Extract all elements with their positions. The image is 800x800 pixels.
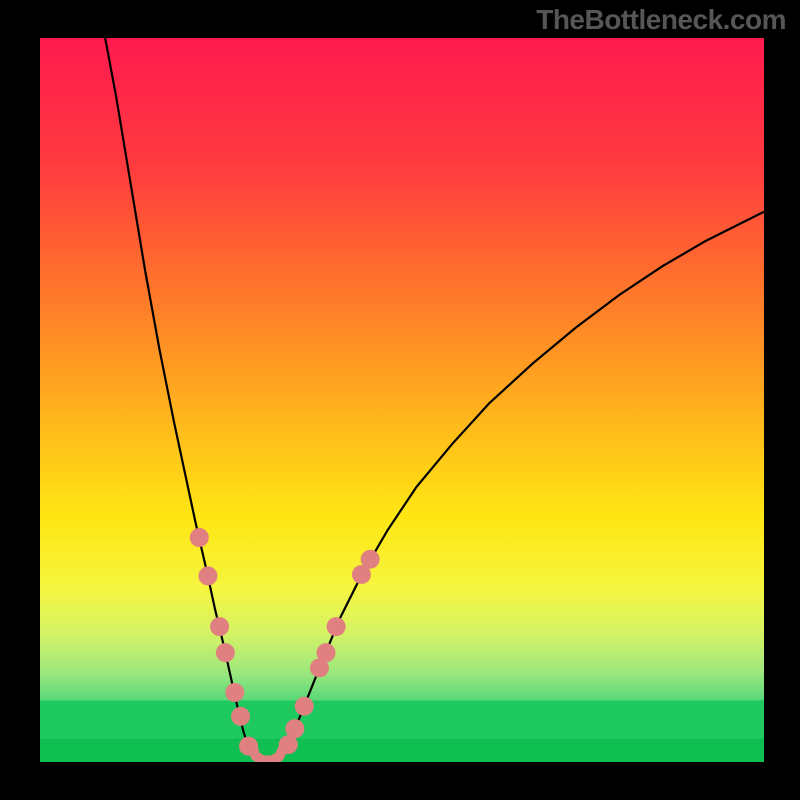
marker-dot bbox=[285, 719, 304, 738]
marker-dot bbox=[198, 566, 217, 585]
bottleneck-chart-svg bbox=[0, 0, 800, 800]
marker-dot bbox=[295, 697, 314, 716]
solid-band bbox=[40, 739, 764, 762]
marker-dot bbox=[327, 617, 346, 636]
plot-area bbox=[40, 38, 764, 762]
watermark-text: TheBottleneck.com bbox=[536, 4, 786, 36]
marker-dot bbox=[210, 617, 229, 636]
marker-dot bbox=[239, 737, 258, 756]
chart-stage: TheBottleneck.com bbox=[0, 0, 800, 800]
gradient-background bbox=[40, 38, 764, 762]
marker-dot bbox=[225, 683, 244, 702]
solid-band bbox=[40, 700, 764, 738]
marker-dot bbox=[316, 643, 335, 662]
marker-dot bbox=[216, 643, 235, 662]
marker-dot bbox=[361, 550, 380, 569]
marker-dot bbox=[231, 707, 250, 726]
marker-dot bbox=[190, 528, 209, 547]
